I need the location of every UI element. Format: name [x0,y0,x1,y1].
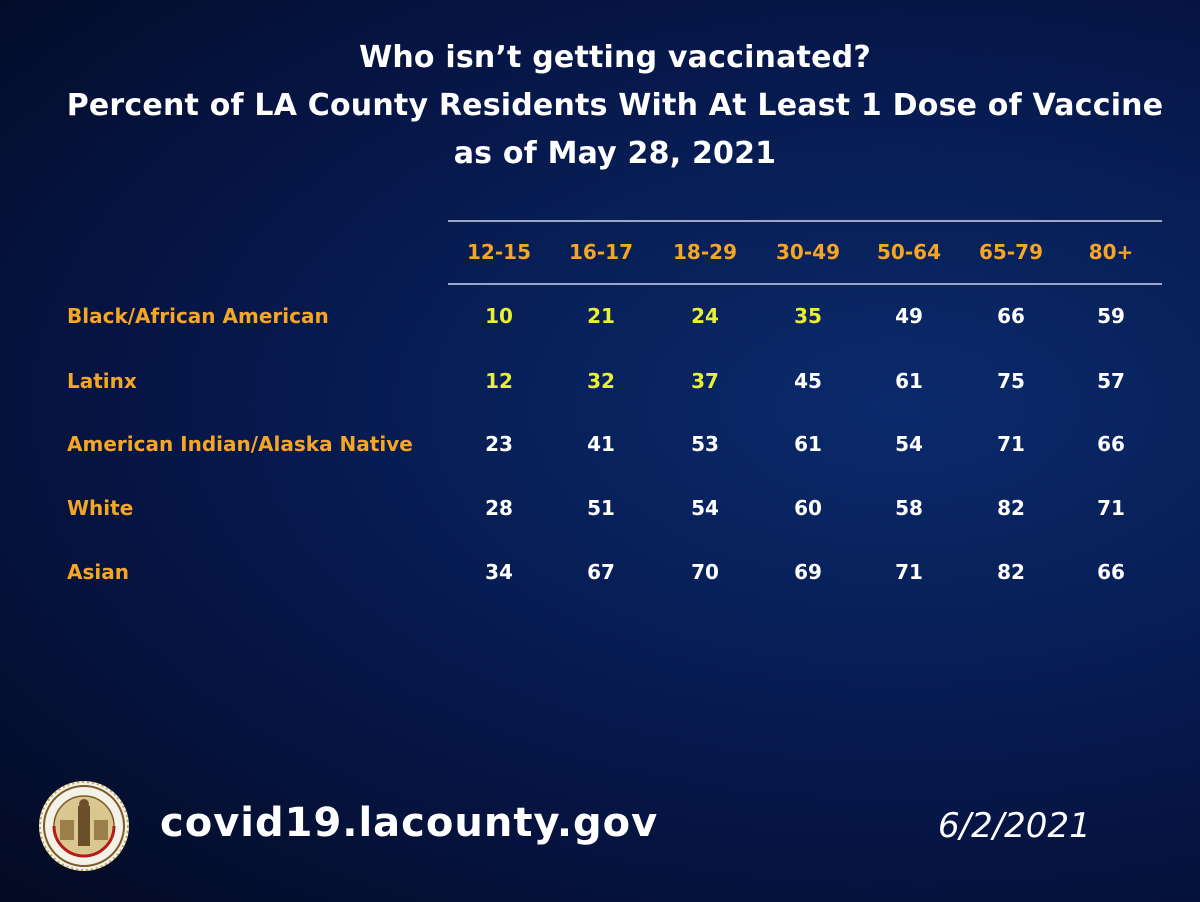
table-cell: 54 [691,496,719,520]
column-header: 12-15 [467,240,531,264]
table-cell: 82 [997,560,1025,584]
footer-url: covid19.lacounty.gov [160,800,659,846]
table-cell: 57 [1097,369,1125,393]
column-header: 80+ [1088,240,1134,264]
column-header: 50-64 [877,240,941,264]
table-cell: 66 [1097,432,1125,456]
row-label: Black/African American [67,304,329,328]
slide-title: Who isn’t getting vaccinated? Percent of… [0,34,1200,178]
table-cell: 82 [997,496,1025,520]
table-cell: 67 [587,560,615,584]
row-label: White [67,496,134,520]
table-cell: 45 [794,369,822,393]
title-line-1: Who isn’t getting vaccinated? [359,40,871,75]
table-cell: 60 [794,496,822,520]
column-header: 30-49 [776,240,840,264]
table-cell: 71 [997,432,1025,456]
column-header: 65-79 [979,240,1043,264]
table-cell: 59 [1097,304,1125,328]
table-cell: 24 [691,304,719,328]
la-county-seal-icon [39,781,129,871]
column-header: 16-17 [569,240,633,264]
table-cell: 71 [895,560,923,584]
table-cell: 32 [587,369,615,393]
table-cell: 66 [997,304,1025,328]
table-cell: 53 [691,432,719,456]
title-line-3: as of May 28, 2021 [453,136,777,171]
table-cell: 37 [691,369,719,393]
table-cell: 69 [794,560,822,584]
table-cell: 75 [997,369,1025,393]
table-cell: 41 [587,432,615,456]
table-cell: 51 [587,496,615,520]
table-cell: 21 [587,304,615,328]
table-cell: 70 [691,560,719,584]
table-cell: 61 [895,369,923,393]
table-top-rule [448,220,1162,222]
table-cell: 34 [485,560,513,584]
table-cell: 54 [895,432,923,456]
table-cell: 28 [485,496,513,520]
footer-date: 6/2/2021 [938,806,1091,846]
row-label: Asian [67,560,129,584]
table-cell: 49 [895,304,923,328]
table-cell: 10 [485,304,513,328]
table-cell: 61 [794,432,822,456]
table-cell: 71 [1097,496,1125,520]
table-cell: 66 [1097,560,1125,584]
table-cell: 58 [895,496,923,520]
table-cell: 35 [794,304,822,328]
title-line-2: Percent of LA County Residents With At L… [66,88,1164,123]
column-header: 18-29 [673,240,737,264]
table-cell: 12 [485,369,513,393]
row-label: American Indian/Alaska Native [67,432,413,456]
table-header-rule [448,283,1162,285]
row-label: Latinx [67,369,137,393]
table-cell: 23 [485,432,513,456]
